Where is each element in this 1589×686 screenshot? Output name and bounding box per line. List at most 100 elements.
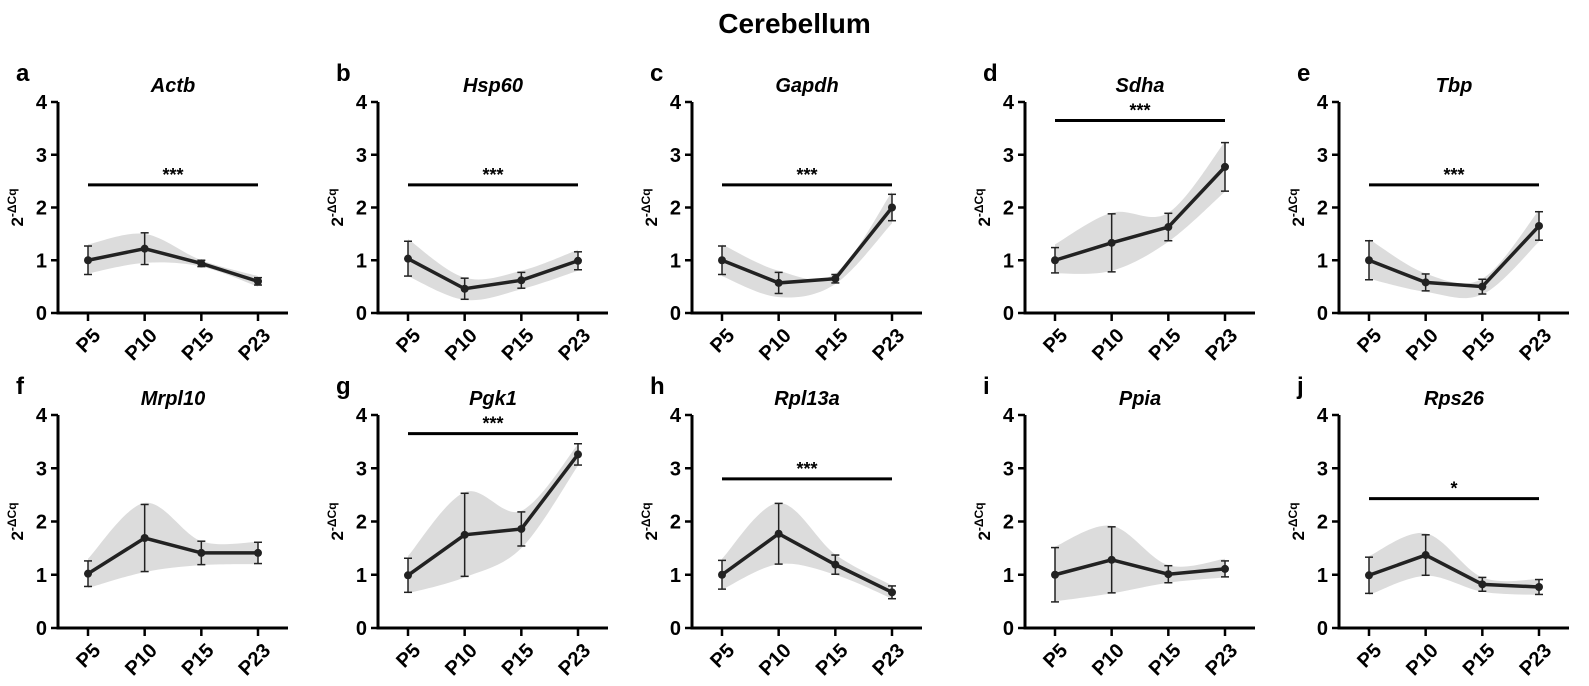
data-point: [254, 548, 262, 557]
x-tick-label: P15: [1145, 325, 1186, 366]
panel-title: Rps26: [1424, 388, 1485, 410]
y-tick-label: 0: [1317, 618, 1328, 640]
confidence-band: [88, 233, 258, 287]
y-axis-label: 2-ΔCq: [5, 502, 27, 540]
x-tick-label: P23: [234, 325, 275, 366]
x-tick-label: P15: [178, 640, 219, 681]
panel-f: f Mrpl10 0 1 2 3 4 2-ΔCq P5 P10 P15 P23: [5, 373, 288, 680]
x-tick-label: P5: [1353, 640, 1386, 673]
panel-letter: g: [336, 373, 351, 400]
x-tick-label: P15: [1459, 325, 1500, 366]
series-line: [1368, 553, 1540, 589]
panel-e: e Tbp 0 1 2 3 4 2-ΔCq P5 P10 P15 P23 ***: [1286, 60, 1569, 365]
series-line: [1368, 224, 1541, 289]
x-tick-label: P23: [234, 640, 275, 681]
panel-title: Gapdh: [775, 75, 838, 97]
x-tick-label: P23: [554, 640, 595, 681]
y-tick-label: 3: [356, 458, 367, 480]
data-point: [460, 530, 469, 539]
y-axis-label: 2-ΔCq: [972, 502, 994, 540]
x-tick-label: P5: [706, 325, 739, 358]
data-point: [404, 571, 412, 580]
x-tick-label: P10: [121, 640, 162, 681]
series-line: [1054, 165, 1227, 262]
x-tick-label: P10: [1088, 325, 1129, 366]
data-point: [140, 244, 149, 253]
data-point: [831, 560, 840, 569]
y-tick-label: 4: [1317, 92, 1329, 114]
confidence-band: [722, 191, 892, 298]
y-tick-label: 1: [356, 565, 367, 587]
x-tick-label: P23: [1515, 640, 1556, 681]
data-point: [517, 276, 526, 285]
x-tick-label: P10: [1088, 640, 1129, 681]
significance-label: ***: [162, 165, 183, 185]
confidence-band: [1055, 141, 1225, 274]
y-tick-label: 3: [356, 145, 367, 167]
x-tick-label: P10: [441, 325, 482, 366]
x-tick-label: P5: [392, 325, 425, 358]
y-tick-label: 4: [1317, 405, 1329, 427]
series-line: [87, 246, 259, 284]
panel-g: g Pgk1 0 1 2 3 4 2-ΔCq P5 P10 P15 P23 ***: [325, 373, 608, 680]
y-tick-label: 2: [1003, 512, 1014, 534]
data-point: [574, 450, 582, 459]
x-tick-label: P15: [178, 325, 219, 366]
data-point: [574, 256, 582, 265]
data-point: [1164, 223, 1173, 232]
y-tick-label: 0: [670, 618, 681, 640]
x-tick-label: P23: [1201, 325, 1242, 366]
x-tick-label: P15: [498, 325, 539, 366]
series-line: [1054, 558, 1226, 577]
panel-title: Tbp: [1436, 75, 1473, 97]
panel-letter: b: [336, 60, 351, 87]
confidence-band: [1369, 532, 1539, 595]
y-tick-label: 1: [36, 565, 47, 587]
y-tick-label: 0: [36, 618, 47, 640]
x-tick-label: P10: [755, 640, 796, 681]
panel-letter: c: [650, 60, 663, 87]
data-point: [1221, 162, 1229, 171]
data-point: [1107, 555, 1116, 564]
y-tick-label: 3: [1317, 145, 1328, 167]
data-point: [140, 534, 149, 543]
data-point: [1478, 282, 1487, 291]
x-tick-label: P23: [554, 325, 595, 366]
panel-letter: j: [1296, 373, 1304, 400]
data-point: [888, 588, 896, 597]
confidence-band: [408, 444, 578, 594]
panel-letter: f: [16, 373, 25, 400]
y-axis-label: 2-ΔCq: [325, 502, 347, 540]
x-tick-label: P15: [812, 640, 853, 681]
data-point: [1478, 580, 1487, 589]
data-point: [1221, 564, 1229, 573]
data-point: [1421, 551, 1430, 560]
y-tick-label: 3: [670, 458, 681, 480]
y-tick-label: 4: [1003, 92, 1015, 114]
panel-c: c Gapdh 0 1 2 3 4 2-ΔCq P5 P10 P15 P23 ***: [639, 60, 922, 365]
panel-j: j Rps26 0 1 2 3 4 2-ΔCq P5 P10 P15 P23 *: [1286, 373, 1569, 680]
data-point: [84, 569, 92, 578]
panel-title: Rpl13a: [774, 388, 840, 410]
panel-letter: e: [1297, 60, 1310, 87]
data-point: [197, 259, 206, 268]
y-tick-label: 0: [1003, 303, 1014, 325]
data-point: [774, 278, 783, 287]
x-tick-label: P5: [1039, 640, 1072, 673]
data-point: [460, 284, 469, 293]
x-tick-label: P5: [72, 640, 105, 673]
panel-letter: d: [983, 60, 998, 87]
x-tick-label: P23: [868, 325, 909, 366]
panel-i: i Ppia 0 1 2 3 4 2-ΔCq P5 P10 P15 P23: [972, 373, 1255, 680]
y-tick-label: 1: [1317, 250, 1328, 272]
y-tick-label: 3: [1003, 145, 1014, 167]
data-point: [1421, 278, 1430, 287]
x-tick-label: P23: [1201, 640, 1242, 681]
y-tick-label: 2: [36, 198, 47, 220]
y-tick-label: 1: [356, 250, 367, 272]
y-tick-label: 3: [1003, 458, 1014, 480]
x-tick-label: P23: [868, 640, 909, 681]
data-point: [404, 254, 412, 263]
y-tick-label: 2: [36, 512, 47, 534]
significance-label: ***: [482, 414, 503, 434]
